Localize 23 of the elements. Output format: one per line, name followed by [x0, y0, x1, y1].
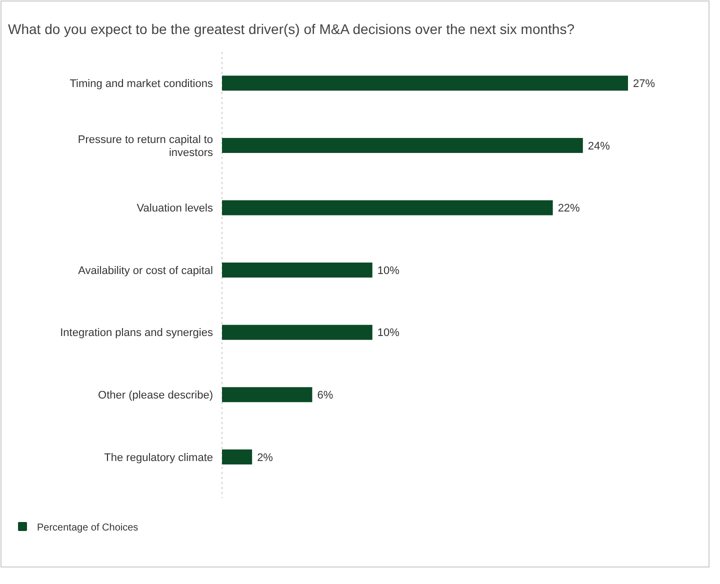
- y-tick-label: Other (please describe): [98, 390, 213, 402]
- data-label: 27%: [633, 78, 656, 90]
- y-tick-label: Timing and market conditions: [70, 78, 214, 90]
- bar: [222, 387, 312, 402]
- y-tick-label: Availability or cost of capital: [78, 264, 213, 277]
- data-label: 22%: [558, 202, 580, 215]
- data-label: 6%: [317, 390, 334, 402]
- bar: [222, 76, 628, 91]
- y-tick-label: Valuation levels: [136, 202, 214, 215]
- data-label: 2%: [257, 452, 274, 464]
- data-label: 10%: [377, 264, 400, 277]
- y-tick-label: Pressure to return capital to investors: [78, 134, 214, 159]
- y-tick-label: The regulatory climate: [104, 452, 213, 464]
- bar: [222, 200, 553, 216]
- bar: [222, 449, 252, 464]
- data-label: 10%: [377, 327, 400, 340]
- bar: [222, 324, 372, 340]
- data-label: 24%: [588, 140, 610, 152]
- bar: [222, 138, 583, 153]
- chart-title: What do you expect to be the greatest driver(s) of M&A decisions over the next six months?: [8, 21, 575, 37]
- y-tick-label: Integration plans and synergies: [60, 327, 214, 340]
- bar: [222, 262, 372, 278]
- legend-label: Percentage of Choices: [37, 522, 138, 534]
